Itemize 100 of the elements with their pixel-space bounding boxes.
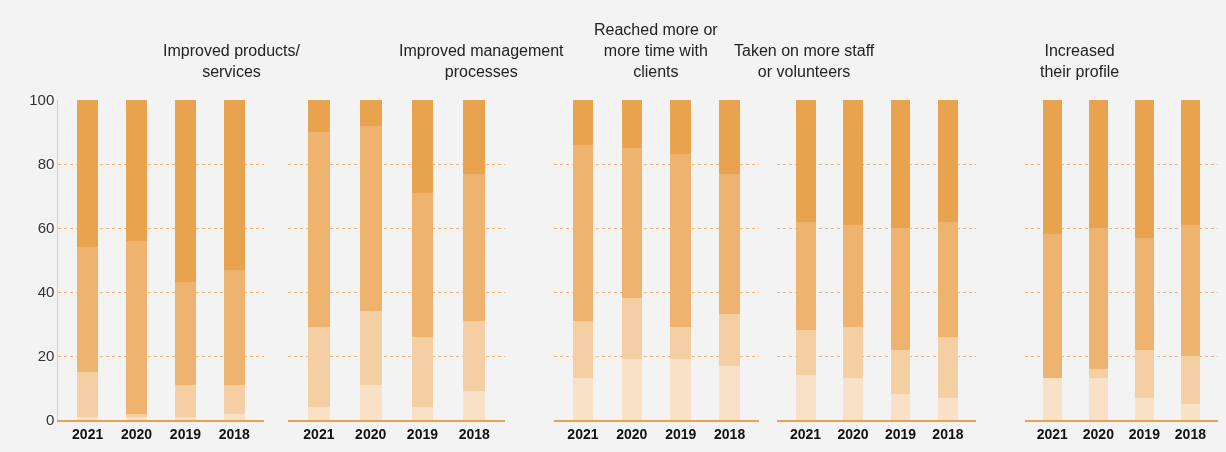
bar <box>463 173 486 321</box>
y-tick-label: 100 <box>29 91 55 109</box>
bar <box>795 375 816 420</box>
bar <box>359 311 382 385</box>
bar <box>224 269 245 385</box>
bar <box>890 349 911 395</box>
x-tick-label: 2020 <box>837 425 869 442</box>
bar <box>670 100 691 155</box>
bar <box>1180 404 1201 420</box>
bar <box>572 320 594 379</box>
bar <box>843 100 863 225</box>
x-tick-label: 2018 <box>458 425 490 442</box>
x-tick-label: 2021 <box>1036 425 1069 442</box>
bar <box>937 397 958 420</box>
bar <box>1088 378 1109 420</box>
bar <box>411 192 434 337</box>
y-tick-label: 20 <box>37 347 55 365</box>
bar <box>359 100 382 126</box>
bar <box>937 100 958 222</box>
chart-title: Improved management processes <box>399 42 565 80</box>
x-tick-label: 2018 <box>932 425 964 442</box>
chart-title: Reached more or more time with clients <box>594 21 719 80</box>
bar <box>670 359 691 420</box>
bar <box>843 224 863 328</box>
y-tick-label: 40 <box>37 283 55 301</box>
bar <box>1180 356 1201 404</box>
chart-title: Increased their profile <box>1040 42 1120 80</box>
bar <box>463 391 486 420</box>
x-tick-label: 2021 <box>72 425 104 442</box>
bar <box>572 100 594 145</box>
x-tick-label: 2020 <box>616 425 648 442</box>
bar <box>175 384 196 417</box>
bar <box>308 100 330 132</box>
bar <box>1042 100 1062 235</box>
bar <box>224 384 245 414</box>
bar <box>937 221 958 337</box>
chart-title: Improved products/ services <box>163 42 301 80</box>
bar <box>670 154 691 328</box>
bar <box>1134 100 1155 238</box>
bar <box>463 320 486 392</box>
bar <box>411 407 434 420</box>
bar <box>77 416 98 420</box>
bar <box>621 148 643 299</box>
bar <box>1134 237 1155 350</box>
bar <box>411 100 434 193</box>
x-tick-label: 2018 <box>714 425 746 442</box>
x-tick-label: 2019 <box>665 425 697 442</box>
bar <box>572 144 594 321</box>
bar <box>126 240 147 414</box>
bar <box>126 100 147 241</box>
y-tick-label: 0 <box>45 411 55 429</box>
bar <box>1134 349 1155 398</box>
x-tick-label: 2018 <box>1174 425 1207 442</box>
bar <box>175 416 196 420</box>
bar <box>1134 397 1155 420</box>
bar <box>1088 228 1109 369</box>
bar <box>719 365 740 420</box>
bar <box>621 100 643 148</box>
x-tick-label: 2019 <box>1128 425 1161 442</box>
bar <box>308 407 330 420</box>
bar <box>795 100 816 222</box>
x-tick-label: 2019 <box>406 425 439 442</box>
bar <box>175 282 196 385</box>
bar <box>621 298 643 360</box>
bar <box>621 359 643 420</box>
x-tick-label: 2021 <box>303 425 335 442</box>
bar <box>308 132 330 328</box>
bar <box>937 336 958 398</box>
bar <box>890 100 911 228</box>
x-tick-label: 2020 <box>355 425 387 442</box>
bar <box>1042 234 1062 379</box>
bar <box>1088 100 1109 228</box>
x-tick-label: 2019 <box>884 425 917 442</box>
bar <box>1088 368 1109 379</box>
bar <box>890 228 911 350</box>
bar <box>77 372 98 417</box>
bar <box>843 378 863 420</box>
bar <box>795 221 816 331</box>
bar <box>463 100 486 174</box>
x-tick-label: 2021 <box>789 425 822 442</box>
x-tick-label: 2021 <box>567 425 599 442</box>
bar <box>77 247 98 372</box>
bar <box>359 384 382 420</box>
bar <box>843 327 863 379</box>
chart-title: Taken on more staff or volunteers <box>734 42 875 80</box>
bar <box>1180 100 1201 225</box>
bar <box>572 378 594 420</box>
bar <box>719 100 740 174</box>
x-tick-label: 2020 <box>120 425 153 442</box>
bar <box>224 100 245 270</box>
y-tick-label: 60 <box>37 219 55 237</box>
bar <box>719 173 740 315</box>
y-tick-label: 80 <box>37 155 55 173</box>
bar <box>719 314 740 366</box>
bar <box>175 100 196 283</box>
bar <box>411 336 434 408</box>
bar <box>1042 378 1062 420</box>
bar <box>670 327 691 360</box>
bar <box>1180 224 1201 356</box>
x-tick-label: 2020 <box>1082 425 1115 442</box>
